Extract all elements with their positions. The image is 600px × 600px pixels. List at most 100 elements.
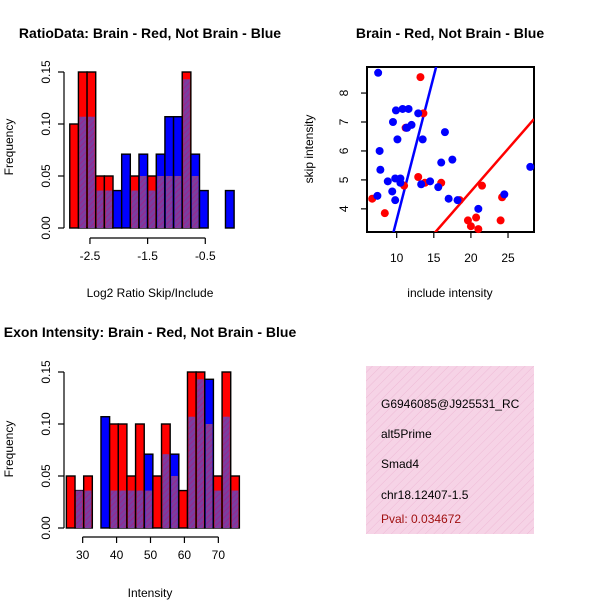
data-point (388, 187, 397, 196)
bar-overlap (223, 416, 230, 528)
data-point (418, 135, 427, 144)
bar-overlap (162, 454, 170, 528)
bar (178, 489, 189, 529)
data-point (391, 106, 400, 115)
info-panel: G6946085@J925531_RC alt5Prime Smad4 chr1… (366, 366, 534, 534)
info-background (366, 366, 534, 534)
bar-overlap (183, 79, 190, 228)
fit-line (392, 67, 438, 232)
bar (198, 189, 209, 229)
genomic-location: chr18.12407-1.5 (381, 488, 469, 502)
x-tick-label: 25 (501, 251, 515, 265)
chart-title: Exon Intensity: Brain - Red, Not Brain -… (4, 324, 297, 340)
bar-overlap (191, 176, 199, 228)
y-tick-label: 0.15 (39, 60, 53, 84)
bar-overlap (96, 190, 104, 228)
data-point (396, 178, 405, 187)
x-axis: 30 40 50 60 70 (76, 536, 226, 562)
data-point (466, 222, 475, 231)
bars (69, 71, 235, 229)
x-tick-label: 20 (464, 251, 478, 265)
bar (224, 189, 235, 229)
chart-title: RatioData: Brain - Red, Not Brain - Blue (19, 25, 281, 41)
data-point (453, 196, 462, 205)
data-point (434, 183, 443, 192)
bar (152, 475, 163, 529)
bar-overlap (110, 490, 118, 528)
y-tick-label: 0.05 (39, 164, 53, 188)
bars (65, 371, 241, 529)
data-point (373, 191, 382, 200)
x-tick-label: 60 (178, 548, 192, 562)
x-tick-label: -1.5 (137, 249, 158, 263)
y-tick-label: 4 (337, 205, 351, 212)
y-tick-label: 0.15 (39, 360, 53, 384)
probeset-id: G6946085@J925531_RC (381, 397, 520, 411)
intensity-scatter: Brain - Red, Not Brain - Blue 4 5 6 7 8 10 15… (302, 25, 544, 300)
data-point (444, 194, 453, 203)
x-tick-label: 15 (427, 251, 441, 265)
bar-overlap (205, 424, 213, 528)
data-point (375, 146, 384, 155)
x-tick-label: 10 (390, 251, 404, 265)
y-axis-label: Frequency (2, 421, 16, 478)
y-tick-label: 0.00 (39, 516, 53, 540)
y-axis: 4 5 6 7 8 (337, 89, 367, 212)
plot-frame (366, 66, 535, 233)
fit-line (433, 118, 534, 232)
data-point (374, 68, 383, 77)
x-tick-label: 70 (212, 548, 226, 562)
data-point (478, 181, 487, 190)
y-tick-label: 8 (337, 89, 351, 96)
data-point (407, 120, 416, 129)
ratio-histogram: RatioData: Brain - Red, Not Brain - Blue… (2, 25, 281, 300)
x-tick-label: 40 (110, 548, 124, 562)
fit-lines (392, 67, 534, 232)
y-tick-label: 7 (337, 118, 351, 125)
data-point (474, 204, 483, 213)
y-axis-label: skip intensity (302, 115, 316, 184)
bar-overlap (119, 490, 126, 528)
y-axis: 0.00 0.05 0.10 0.15 (39, 360, 65, 540)
data-point (474, 225, 483, 234)
data-point (448, 155, 457, 164)
data-point (416, 73, 425, 82)
bar-overlap (145, 490, 152, 528)
y-axis: 0.00 0.05 0.10 0.15 (39, 60, 65, 240)
bar-overlap (139, 176, 147, 228)
bar (112, 189, 123, 229)
data-point (376, 165, 385, 174)
bar (120, 153, 132, 229)
event-type: alt5Prime (381, 427, 432, 441)
y-tick-label: 0.10 (39, 412, 53, 436)
bar-overlap (188, 416, 196, 528)
bar-overlap (76, 490, 83, 528)
x-tick-label: 30 (76, 548, 90, 562)
bar-overlap (105, 190, 113, 228)
data-point (472, 213, 481, 222)
data-point (526, 162, 535, 171)
x-axis-label: Log2 Ratio Skip/Include (87, 286, 214, 300)
data-point (383, 177, 392, 186)
data-point (437, 158, 446, 167)
data-point (414, 173, 423, 181)
y-tick-label: 0.05 (39, 464, 53, 488)
y-axis-label: Frequency (2, 119, 16, 176)
data-point (414, 109, 423, 118)
bar-overlap (136, 490, 144, 528)
x-axis-label: include intensity (407, 286, 492, 300)
y-tick-label: 0.00 (39, 216, 53, 240)
bar (65, 475, 76, 529)
bar-overlap (131, 190, 138, 228)
data-point (398, 104, 407, 113)
bar-overlap (157, 176, 164, 228)
bar-overlap (231, 490, 239, 528)
x-axis-label: Intensity (128, 586, 173, 600)
bar-overlap (84, 490, 92, 528)
bar-overlap (174, 176, 182, 228)
x-tick-label: 50 (144, 548, 158, 562)
x-axis: 10 15 20 25 (390, 232, 515, 265)
data-point (500, 190, 509, 199)
bar-overlap (148, 190, 156, 228)
bar-overlap (88, 116, 95, 228)
